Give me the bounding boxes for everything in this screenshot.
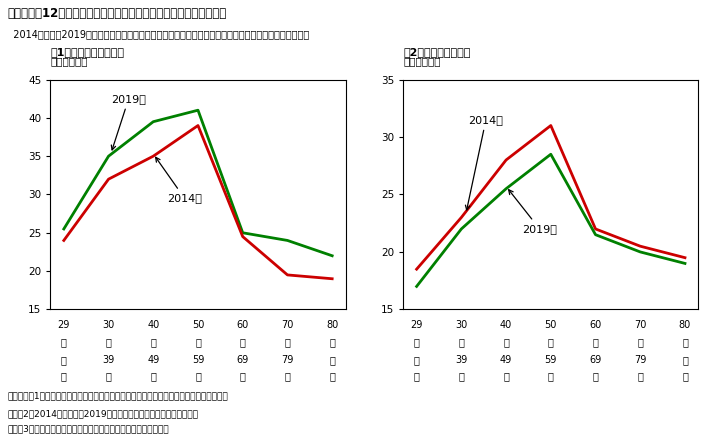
Text: 歳: 歳 [503, 372, 509, 381]
Text: 79: 79 [282, 355, 294, 365]
Text: ～: ～ [150, 338, 156, 347]
Text: 60: 60 [590, 320, 602, 330]
Text: ～: ～ [548, 338, 554, 347]
Text: 80: 80 [679, 320, 691, 330]
Text: 以: 以 [329, 355, 335, 365]
Text: 歳: 歳 [682, 338, 688, 347]
Text: 3．（１）は、世帯主が勤労者の世帯と無職の世帯の合計。: 3．（１）は、世帯主が勤労者の世帯と無職の世帯の合計。 [7, 424, 168, 433]
Text: （2）消費支出カーブ: （2）消費支出カーブ [403, 47, 471, 57]
Text: ～: ～ [593, 338, 598, 347]
Text: 2014年: 2014年 [465, 115, 503, 210]
Text: ～: ～ [637, 338, 643, 347]
Text: 49: 49 [147, 355, 159, 365]
Text: （万円／月）: （万円／月） [50, 56, 88, 66]
Text: ～: ～ [195, 338, 201, 347]
Text: 以: 以 [61, 355, 67, 365]
Text: 70: 70 [634, 320, 647, 330]
Text: 2019年: 2019年 [508, 190, 557, 234]
Text: 39: 39 [102, 355, 114, 365]
Text: 50: 50 [544, 320, 557, 330]
Text: 第３－３－12図　世帯主の年齢階級別にみた可処分所得と消費支出: 第３－３－12図 世帯主の年齢階級別にみた可処分所得と消費支出 [7, 7, 227, 19]
Text: （1）可処分所得カーブ: （1）可処分所得カーブ [50, 47, 125, 57]
Text: 2．2014年の値は、2019年調査の集計方法による逶及集計値。: 2．2014年の値は、2019年調査の集計方法による逶及集計値。 [7, 409, 198, 418]
Text: 29: 29 [410, 320, 423, 330]
Text: 歳: 歳 [548, 372, 554, 381]
Text: 40: 40 [147, 320, 159, 330]
Text: 歳: 歳 [459, 372, 464, 381]
Text: 2019年: 2019年 [111, 94, 146, 150]
Text: 歳: 歳 [61, 338, 67, 347]
Text: ～: ～ [240, 338, 246, 347]
Text: ～: ～ [459, 338, 464, 347]
Text: 歳: 歳 [637, 372, 643, 381]
Text: ～: ～ [106, 338, 112, 347]
Text: 59: 59 [544, 355, 557, 365]
Text: 歳: 歳 [284, 372, 290, 381]
Text: 30: 30 [102, 320, 114, 330]
Text: 70: 70 [282, 320, 294, 330]
Text: ～: ～ [503, 338, 509, 347]
Text: 69: 69 [237, 355, 249, 365]
Text: 30: 30 [455, 320, 467, 330]
Text: 80: 80 [326, 320, 338, 330]
Text: 歳: 歳 [195, 372, 201, 381]
Text: 下: 下 [414, 372, 420, 381]
Text: 69: 69 [590, 355, 602, 365]
Text: 下: 下 [61, 372, 67, 381]
Text: 上: 上 [682, 372, 688, 381]
Text: 歳: 歳 [593, 372, 598, 381]
Text: 歳: 歳 [240, 372, 246, 381]
Text: 50: 50 [192, 320, 204, 330]
Text: 49: 49 [500, 355, 512, 365]
Text: 以: 以 [682, 355, 688, 365]
Text: 29: 29 [58, 320, 70, 330]
Text: 以: 以 [414, 355, 420, 365]
Text: 2014年: 2014年 [156, 157, 202, 203]
Text: ～: ～ [284, 338, 290, 347]
Text: 60: 60 [237, 320, 249, 330]
Text: 歳: 歳 [414, 338, 420, 347]
Text: 歳: 歳 [329, 338, 335, 347]
Text: 歳: 歳 [150, 372, 156, 381]
Text: 40: 40 [500, 320, 512, 330]
Text: 歳: 歳 [106, 372, 112, 381]
Text: 2014年から〙2019年にかけて、高齢者は所得の伸びが大きく、より若い年齢層と異なり消費水準も維持: 2014年から〙2019年にかけて、高齢者は所得の伸びが大きく、より若い年齢層と… [7, 29, 310, 39]
Text: 上: 上 [329, 372, 335, 381]
Text: 79: 79 [634, 355, 647, 365]
Text: 59: 59 [192, 355, 204, 365]
Text: 39: 39 [455, 355, 467, 365]
Text: （万円／月）: （万円／月） [403, 56, 441, 66]
Text: （備考）　1．総務省「全国家計構造調査」、「全国消費実態調査」により作成。総世帯。: （備考） 1．総務省「全国家計構造調査」、「全国消費実態調査」により作成。総世帯… [7, 391, 228, 400]
